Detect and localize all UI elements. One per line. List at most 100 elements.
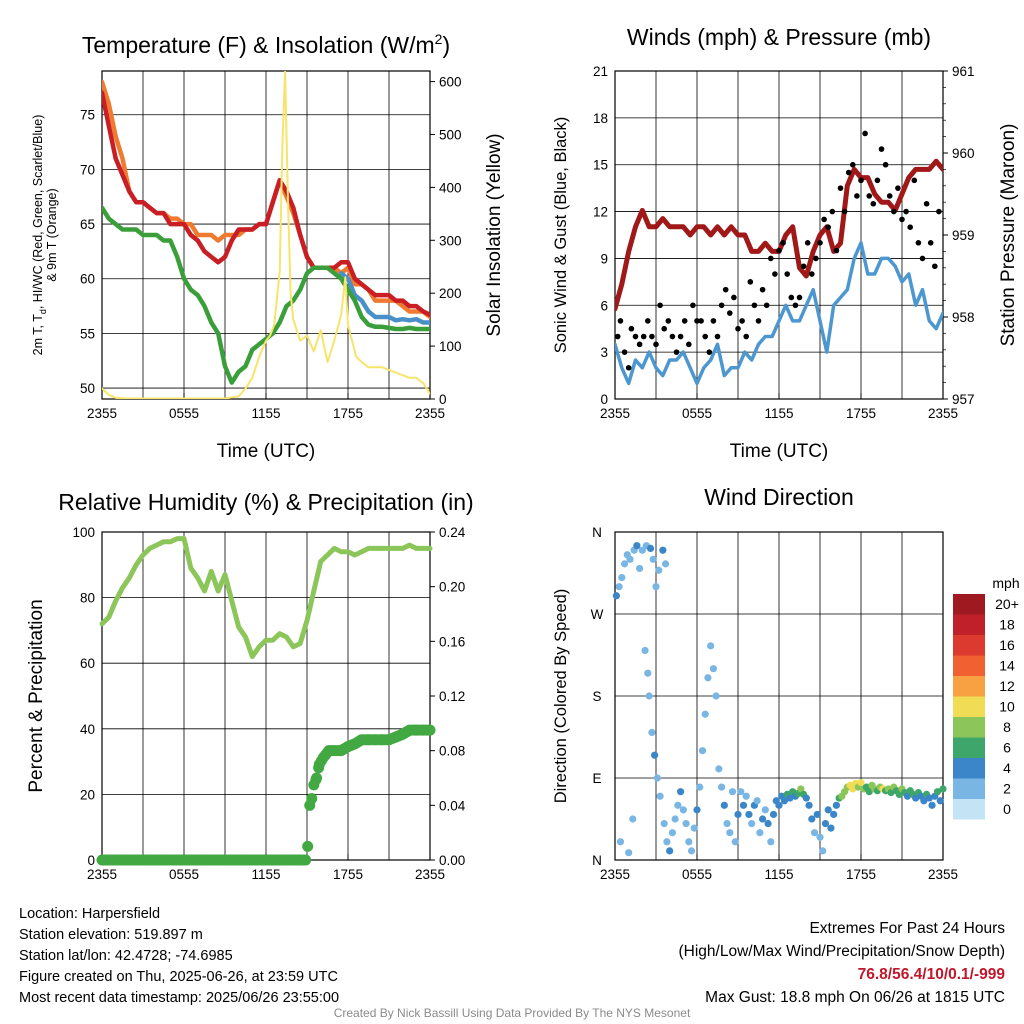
dir-point <box>857 778 865 787</box>
dir-point <box>668 829 677 837</box>
wind-gust-point <box>796 294 803 301</box>
temp-ytick-label: 50 <box>80 381 95 396</box>
wind-xtick-label: 2355 <box>600 406 630 421</box>
dir-point <box>663 838 671 846</box>
wind-gust-point <box>776 247 782 254</box>
dir-point <box>887 788 895 797</box>
legend-label: 6 <box>1003 740 1011 756</box>
dir-point <box>644 669 652 677</box>
wind-gust-point <box>669 333 676 340</box>
wind-gust-point <box>645 318 651 324</box>
dir-point <box>748 819 756 828</box>
dir-point <box>629 815 637 823</box>
extremes-panel: Extremes For Past 24 Hours (High/Low/Max… <box>679 917 1006 1009</box>
wind-gust-point <box>804 240 811 246</box>
dir-point <box>816 833 824 841</box>
wind-gust-point <box>809 271 815 277</box>
wind-y2tick-label: 959 <box>952 228 975 243</box>
legend-swatch <box>953 655 985 676</box>
wind-gust-point <box>841 208 848 215</box>
precip-point <box>311 772 323 784</box>
legend-label: 20+ <box>995 596 1019 612</box>
dir-point <box>704 674 712 682</box>
wind-gust-point <box>833 247 840 254</box>
rh-series-line <box>99 536 433 660</box>
rh-y2tick-label: 0.24 <box>439 525 466 540</box>
dir-point <box>737 788 745 796</box>
dir-xtick-label: 1155 <box>764 867 793 882</box>
dir-title: Wind Direction <box>704 484 854 510</box>
wind-gust-point <box>617 318 624 324</box>
wind-gust-point <box>821 216 827 223</box>
dir-point <box>824 806 832 814</box>
wind-gust-point <box>891 208 897 215</box>
dir-point <box>925 794 933 802</box>
dir-point <box>671 815 679 823</box>
dir-point <box>775 801 783 809</box>
temp-ytick-label: 75 <box>80 108 95 123</box>
wind-gust-point <box>759 286 766 293</box>
legend-label: 12 <box>999 678 1015 694</box>
dir-point <box>759 815 767 823</box>
dir-point <box>701 710 709 718</box>
dir-xtick-label: 0555 <box>682 867 712 882</box>
wind-gust-point <box>636 341 643 348</box>
wind-gust-point <box>640 333 647 340</box>
wind-gust-point <box>817 240 823 246</box>
dir-point <box>928 801 936 809</box>
dir-point <box>652 583 660 591</box>
wind-gust-point <box>755 318 762 324</box>
wind-xtick-label: 0555 <box>682 406 712 421</box>
wind-title: Winds (mph) & Pressure (mb) <box>627 24 931 50</box>
dir-point <box>707 642 715 650</box>
dir-point <box>726 829 734 837</box>
dir-point <box>626 555 634 563</box>
max-gust: Max Gust: 18.8 mph On 06/26 at 1815 UTC <box>705 989 1005 1006</box>
wind-gust-point <box>690 302 696 309</box>
legend-label: 8 <box>1003 719 1011 735</box>
dir-point <box>618 573 626 582</box>
dir-point <box>912 794 920 802</box>
legend-swatch <box>953 635 985 656</box>
dir-point <box>849 785 857 793</box>
rh-xtick-label: 2355 <box>87 867 117 882</box>
dir-point <box>939 785 947 793</box>
rh-y2tick-label: 0.20 <box>439 580 465 595</box>
temp-xtick-label: 1755 <box>333 406 363 421</box>
wind-gust-point <box>911 177 918 184</box>
dir-point <box>682 819 690 828</box>
wind-gust-point <box>628 325 635 332</box>
dir-point <box>666 847 674 855</box>
temp-y2tick-label: 400 <box>439 180 462 195</box>
dir-point <box>813 810 821 819</box>
wind-xtick-label: 1155 <box>764 406 793 421</box>
dir-point <box>920 797 928 805</box>
temp-series-temperature <box>102 90 430 318</box>
dir-point <box>690 824 698 832</box>
legend-swatch <box>953 614 985 635</box>
dir-point <box>827 824 835 832</box>
dir-xtick-label: 2355 <box>928 867 958 882</box>
wind-gust-point <box>714 333 721 340</box>
dir-point <box>655 566 663 574</box>
dir-point <box>693 806 701 814</box>
wind-gust-point <box>919 255 926 262</box>
wind-gust-point <box>735 325 741 332</box>
temp-title-main: Temperature (F) & Insolation (W/m <box>82 32 435 58</box>
temp-series-dewpoint <box>102 205 430 385</box>
wind-series-wind <box>615 241 943 386</box>
dir-point <box>641 646 649 655</box>
legend-label: 10 <box>999 699 1015 715</box>
temp-y2tick-label: 600 <box>439 75 462 90</box>
wind-ytick-label: 3 <box>600 345 608 360</box>
dir-point <box>830 810 838 819</box>
precip-point <box>306 793 318 804</box>
rh-ytick-label: 0 <box>87 853 95 868</box>
wind-gust-point <box>657 302 663 309</box>
wind-gust-point <box>784 271 790 277</box>
rh-xtick-label: 0555 <box>169 867 199 882</box>
rh-y2tick-label: 0.08 <box>439 744 465 759</box>
wind-gust-point <box>677 333 684 340</box>
wind-ytick-label: 9 <box>600 251 608 266</box>
